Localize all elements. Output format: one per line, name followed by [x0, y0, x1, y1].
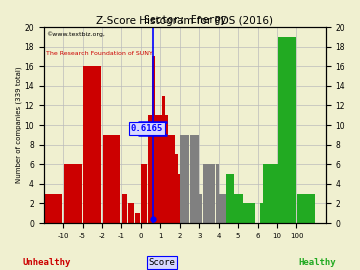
- Bar: [226, 174, 234, 223]
- Bar: [148, 115, 153, 223]
- Bar: [216, 164, 219, 223]
- Bar: [122, 194, 127, 223]
- Bar: [232, 194, 235, 223]
- Bar: [190, 135, 199, 223]
- Bar: [234, 194, 243, 223]
- Bar: [168, 135, 172, 223]
- Bar: [156, 115, 158, 223]
- Bar: [103, 135, 121, 223]
- Bar: [297, 194, 315, 223]
- Bar: [203, 164, 206, 223]
- Bar: [159, 115, 162, 223]
- Text: Sector: Energy: Sector: Energy: [144, 15, 226, 25]
- Bar: [84, 66, 101, 223]
- Y-axis label: Number of companies (339 total): Number of companies (339 total): [15, 67, 22, 183]
- Text: ©www.textbiz.org,: ©www.textbiz.org,: [46, 31, 105, 37]
- Bar: [278, 37, 296, 223]
- Text: Unhealthy: Unhealthy: [23, 258, 71, 267]
- Text: The Research Foundation of SUNY: The Research Foundation of SUNY: [46, 50, 153, 56]
- Bar: [260, 204, 265, 223]
- Bar: [178, 174, 181, 223]
- Bar: [45, 194, 62, 223]
- Bar: [152, 56, 156, 223]
- Bar: [172, 135, 175, 223]
- Bar: [165, 115, 168, 223]
- Text: Score: Score: [149, 258, 175, 267]
- Bar: [129, 204, 134, 223]
- Title: Z-Score Histogram for PDS (2016): Z-Score Histogram for PDS (2016): [96, 16, 273, 26]
- Bar: [180, 135, 189, 223]
- Bar: [199, 194, 202, 223]
- Bar: [135, 213, 140, 223]
- Bar: [64, 164, 82, 223]
- Text: 0.6165: 0.6165: [131, 124, 163, 133]
- Bar: [250, 204, 256, 223]
- Bar: [219, 194, 228, 223]
- Text: Healthy: Healthy: [298, 258, 336, 267]
- Bar: [162, 96, 165, 223]
- Bar: [243, 204, 252, 223]
- Bar: [209, 164, 212, 223]
- Bar: [206, 164, 209, 223]
- Bar: [264, 164, 281, 223]
- Bar: [141, 164, 147, 223]
- Bar: [212, 164, 215, 223]
- Bar: [175, 154, 178, 223]
